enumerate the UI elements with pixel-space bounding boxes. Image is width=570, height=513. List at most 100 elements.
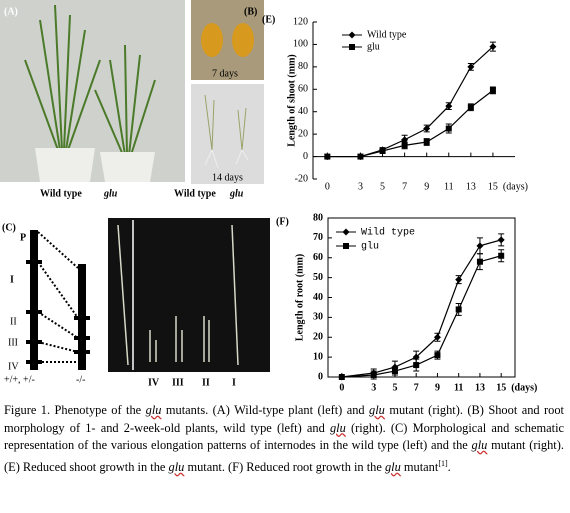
caption-run: glu (168, 459, 185, 474)
marker (445, 102, 453, 110)
series-line (341, 255, 502, 378)
photo-caption: 7 days (212, 68, 238, 79)
y-tick-label: -20 (295, 173, 308, 184)
marker (379, 147, 386, 154)
internode-label: II (202, 377, 210, 388)
x-tick-label: 11 (454, 382, 463, 393)
y-axis-title: Length of shoot (mm) (286, 54, 297, 147)
photo-caption: glu (229, 188, 244, 199)
x-tick-label: 0 (325, 181, 330, 192)
caption-run: Figure 1. Phenotype of the (4, 403, 146, 417)
x-tick-label: 13 (475, 382, 485, 393)
caption-run: mutant (right). (B) Shoot and root morph… (4, 403, 564, 435)
x-tick-label: 0 (339, 382, 344, 393)
panel-label: (C) (2, 222, 16, 233)
y-tick-label: 80 (298, 61, 308, 72)
x-tick-label: 5 (380, 181, 385, 192)
y-tick-label: 10 (313, 351, 323, 362)
caption-run: glu (384, 459, 401, 474)
seed (201, 23, 223, 57)
internode-label: IV (148, 377, 160, 388)
caption-run: (right). (C) Morphological and schematic… (4, 420, 565, 453)
legend-label: glu (367, 41, 380, 52)
marker (455, 276, 463, 284)
panel-label: (B) (244, 6, 257, 17)
x-tick-label: 9 (435, 382, 440, 393)
marker (423, 125, 431, 133)
y-tick-label: 70 (313, 232, 323, 243)
caption-run: mutants. (A) Wild-type plant (left) and (161, 403, 370, 417)
y-tick-label: 40 (298, 106, 308, 117)
y-tick-label: 20 (313, 332, 323, 343)
x-tick-label: 13 (466, 181, 476, 192)
genotype-label: -/- (76, 374, 85, 385)
caption-run: glu (471, 438, 488, 452)
caption-run: mutant (right). (E) Reduced shoot growth… (4, 438, 564, 474)
x-tick-label: 3 (371, 382, 376, 393)
y-tick-label: 50 (313, 272, 323, 283)
caption-run: . (447, 459, 451, 474)
legend-label: glu (361, 241, 379, 253)
x-tick-label: 5 (392, 382, 397, 393)
internode-label: I (232, 377, 236, 388)
caption-run: glu (329, 420, 346, 435)
caption-run: [1] (438, 458, 448, 468)
caption-run: mutant (400, 459, 439, 474)
marker (476, 242, 484, 250)
photo-caption: Wild type (174, 188, 216, 199)
marker (489, 43, 497, 51)
schematic-label: II (10, 316, 17, 327)
marker (423, 138, 430, 145)
photo-caption: 14 days (212, 172, 243, 183)
x-axis-title: (days) (511, 382, 537, 393)
x-tick-label: 3 (358, 181, 363, 192)
marker (357, 153, 364, 160)
schematic-label: III (8, 337, 18, 348)
legend-marker (349, 44, 355, 50)
y-tick-label: 0 (303, 151, 308, 162)
plant-illustration (24, 4, 156, 156)
marker (445, 125, 452, 132)
x-tick-label: 15 (488, 181, 498, 192)
caption-run: mutant. (F) Reduced root growth in the (184, 459, 385, 474)
schematic (26, 230, 90, 370)
panel-label: (A) (4, 6, 18, 17)
marker (455, 306, 462, 313)
marker (476, 258, 483, 265)
y-axis-title: Length of root (mm) (294, 254, 305, 341)
x-tick-label: 9 (424, 181, 429, 192)
legend-label: Wild type (367, 29, 407, 40)
marker (467, 104, 474, 111)
x-tick-label: 7 (402, 181, 407, 192)
marker (391, 368, 398, 375)
y-tick-label: 60 (298, 84, 308, 95)
x-tick-label: 11 (444, 181, 454, 192)
legend-label: Wild type (361, 227, 415, 239)
y-tick-label: 120 (293, 16, 308, 27)
marker (433, 333, 441, 341)
internode-illustration (117, 220, 239, 370)
marker (370, 372, 377, 379)
photo-c (108, 218, 270, 372)
photo-caption: glu (103, 188, 118, 199)
series-line (327, 89, 494, 158)
schematic-label: P (20, 232, 26, 243)
marker (338, 374, 345, 380)
legend-marker (343, 243, 349, 249)
seedling-illustration (204, 94, 249, 169)
y-tick-label: 40 (313, 292, 323, 303)
marker (489, 87, 496, 94)
seed (232, 23, 254, 57)
genotype-label: +/+, +/- (4, 374, 35, 385)
x-tick-label: 15 (496, 382, 506, 393)
marker (467, 63, 475, 71)
marker (497, 236, 505, 244)
caption-run: glu (145, 403, 162, 417)
pot (100, 152, 155, 182)
y-tick-label: 80 (313, 212, 323, 223)
plot-frame (327, 217, 516, 378)
y-tick-label: 0 (318, 371, 323, 382)
x-axis-title: (days) (503, 181, 528, 192)
series-line (341, 239, 502, 378)
photo-caption: Wild type (40, 188, 82, 199)
